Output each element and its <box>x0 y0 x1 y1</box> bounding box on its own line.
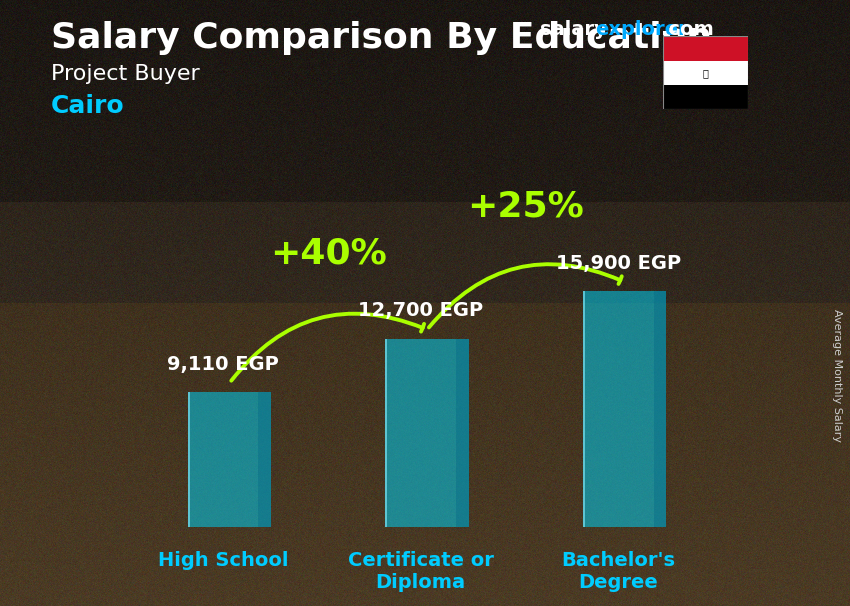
Text: salary: salary <box>540 20 607 39</box>
Text: Bachelor's
Degree: Bachelor's Degree <box>561 551 675 593</box>
Text: High School: High School <box>158 551 288 570</box>
Text: Average Monthly Salary: Average Monthly Salary <box>832 309 842 442</box>
Text: Cairo: Cairo <box>51 94 125 118</box>
Text: Salary Comparison By Education: Salary Comparison By Education <box>51 21 712 55</box>
Text: +25%: +25% <box>468 189 584 224</box>
Text: 🦅: 🦅 <box>703 68 708 78</box>
Text: 12,700 EGP: 12,700 EGP <box>358 301 484 321</box>
Text: 15,900 EGP: 15,900 EGP <box>556 254 681 273</box>
Bar <box>663 85 748 109</box>
Text: Project Buyer: Project Buyer <box>51 64 200 84</box>
Text: explorer: explorer <box>595 20 688 39</box>
Bar <box>663 36 748 61</box>
Bar <box>663 61 748 85</box>
Text: 9,110 EGP: 9,110 EGP <box>167 355 279 374</box>
Text: Certificate or
Diploma: Certificate or Diploma <box>348 551 494 593</box>
Text: +40%: +40% <box>270 237 387 271</box>
Text: .com: .com <box>661 20 714 39</box>
